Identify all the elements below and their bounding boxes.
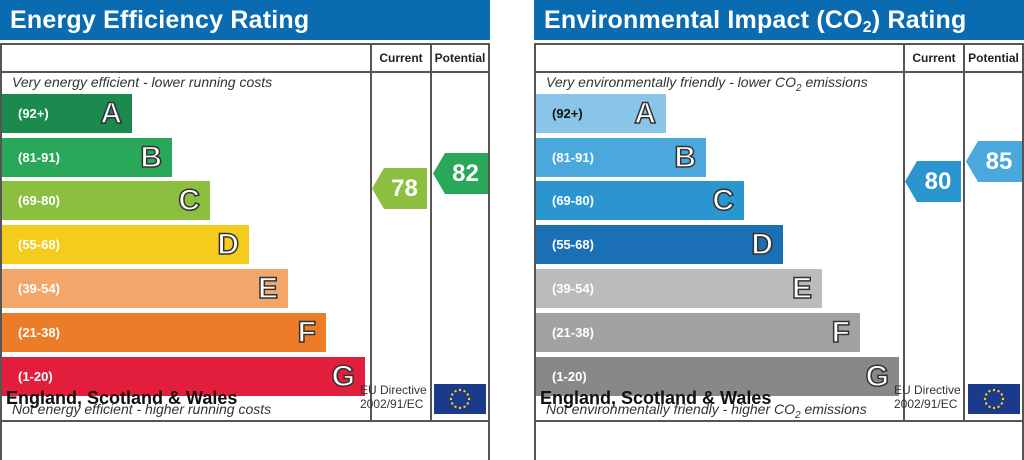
panel-title: Energy Efficiency Rating — [0, 0, 490, 40]
eu-line2: 2002/91/EC — [360, 397, 424, 411]
current-rating-arrow: 78 — [372, 168, 427, 209]
band-range: (55-68) — [552, 237, 594, 252]
band-f: (21-38) F — [2, 313, 326, 352]
divider — [430, 45, 432, 422]
column-header-potential: Potential — [968, 51, 1019, 65]
band-g: (1-20) G — [536, 357, 899, 396]
footer-region: England, Scotland & Wales — [6, 388, 238, 408]
desc-text: emissions — [801, 74, 868, 90]
band-letter: E — [257, 271, 279, 306]
title-text: Environmental Impact (CO — [544, 6, 863, 34]
band-letter: B — [140, 140, 163, 175]
band-c: (69-80) C — [536, 181, 744, 220]
band-letter: G — [331, 359, 356, 394]
band-d: (55-68) D — [536, 225, 783, 264]
rating-table: Current Potential Very energy efficient … — [0, 43, 490, 460]
band-range: (21-38) — [552, 325, 594, 340]
band-b: (81-91) B — [536, 138, 706, 177]
potential-rating-arrow: 82 — [433, 153, 488, 194]
footer-region: England, Scotland & Wales — [540, 388, 772, 408]
divider — [963, 45, 965, 422]
bottom-description: Not environmentally friendly - higher CO… — [546, 401, 867, 421]
divider — [536, 420, 1022, 422]
divider — [2, 420, 488, 422]
band-range: (81-91) — [18, 150, 60, 165]
column-header-potential: Potential — [434, 51, 486, 65]
band-range: (92+) — [18, 106, 49, 121]
rating-table: Current Potential Very environmentally f… — [534, 43, 1024, 460]
desc-text: Very environmentally friendly - lower CO — [546, 74, 797, 90]
band-letter: D — [751, 227, 774, 262]
band-e: (39-54) E — [2, 269, 288, 308]
eu-line2: 2002/91/EC — [894, 397, 958, 411]
band-letter: B — [674, 140, 697, 175]
top-description: Very environmentally friendly - lower CO… — [546, 74, 868, 94]
desc-text: emissions — [800, 401, 867, 417]
eu-flag-icon — [968, 384, 1020, 414]
band-letter: F — [831, 315, 851, 350]
band-e: (39-54) E — [536, 269, 822, 308]
band-range: (1-20) — [552, 369, 587, 384]
band-range: (39-54) — [552, 281, 594, 296]
desc-text: Not environmentally friendly - higher CO — [546, 401, 795, 417]
desc-subscript: 2 — [795, 409, 801, 421]
band-range: (81-91) — [552, 150, 594, 165]
band-letter: A — [634, 96, 657, 131]
band-c: (69-80) C — [2, 181, 210, 220]
top-description: Very energy efficient - lower running co… — [12, 74, 273, 90]
band-b: (81-91) B — [2, 138, 172, 177]
band-letter: E — [791, 271, 813, 306]
band-letter: D — [217, 227, 240, 262]
potential-rating-arrow: 85 — [966, 141, 1022, 182]
band-range: (92+) — [552, 106, 583, 121]
title-subscript: 2 — [862, 19, 872, 36]
divider — [903, 45, 905, 422]
title-text: ) Rating — [871, 6, 967, 34]
current-rating-arrow: 80 — [905, 161, 961, 202]
divider — [370, 45, 372, 422]
band-letter: G — [865, 359, 890, 394]
eu-directive: EU Directive 2002/91/EC — [360, 383, 427, 411]
energy-efficiency-panel: Energy Efficiency Rating Current Potenti… — [0, 0, 490, 460]
band-letter: A — [100, 96, 123, 131]
band-a: (92+) A — [536, 94, 666, 133]
column-header-current: Current — [912, 51, 956, 65]
divider — [2, 71, 488, 73]
column-header-current: Current — [379, 51, 423, 65]
band-a: (92+) A — [2, 94, 132, 133]
bottom-description: Not energy efficient - higher running co… — [12, 401, 272, 417]
band-range: (69-80) — [18, 193, 60, 208]
environmental-impact-panel: Environmental Impact (CO2) Rating Curren… — [534, 0, 1024, 460]
eu-flag-icon — [434, 384, 486, 414]
band-range: (1-20) — [18, 369, 53, 384]
band-range: (21-38) — [18, 325, 60, 340]
band-range: (55-68) — [18, 237, 60, 252]
divider — [536, 71, 1022, 73]
panel-title: Environmental Impact (CO2) Rating — [534, 0, 1024, 40]
eu-line1: EU Directive — [360, 383, 427, 397]
band-range: (69-80) — [552, 193, 594, 208]
band-g: (1-20) G — [2, 357, 365, 396]
eu-line1: EU Directive — [894, 383, 961, 397]
band-letter: C — [178, 183, 201, 218]
band-letter: C — [712, 183, 735, 218]
eu-directive: EU Directive 2002/91/EC — [894, 383, 961, 411]
band-d: (55-68) D — [2, 225, 249, 264]
band-letter: F — [297, 315, 317, 350]
band-f: (21-38) F — [536, 313, 860, 352]
band-range: (39-54) — [18, 281, 60, 296]
desc-subscript: 2 — [796, 82, 802, 94]
